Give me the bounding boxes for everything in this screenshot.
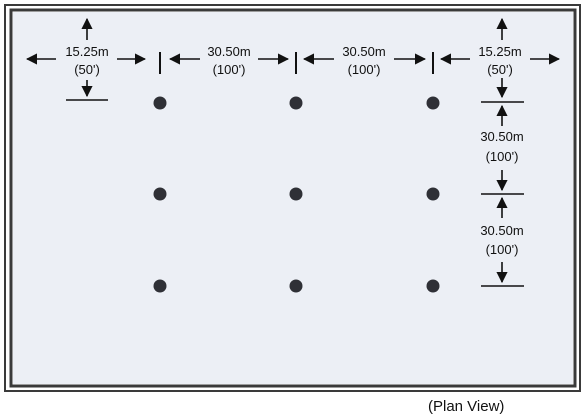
dimension-label-feet: (50') [74, 62, 100, 77]
dimension-edge-top-left: 15.25m (50') [25, 17, 147, 101]
dimension-span-2: 30.50m (100') [302, 44, 427, 77]
dimension-label-feet: (100') [486, 149, 519, 164]
plate-inner-frame [9, 8, 577, 388]
dimension-label-meters: 30.50m [342, 44, 385, 59]
grid-dot [289, 187, 303, 201]
dimension-label-meters: 30.50m [480, 129, 523, 144]
diagram-caption: (Plan View) [428, 398, 504, 415]
dimension-label-feet: (100') [486, 242, 519, 257]
grid-dot [153, 96, 167, 110]
dimension-label-feet: (100') [213, 62, 246, 77]
grid-dot [426, 279, 440, 293]
dimension-row-span-1: 30.50m (100') [480, 104, 524, 192]
grid-dot [289, 279, 303, 293]
dimension-row-span-2: 30.50m (100') [480, 196, 524, 284]
grid-dot [426, 187, 440, 201]
plate-outer-frame [4, 4, 581, 392]
grid-dot [426, 96, 440, 110]
dimension-label-meters: 30.50m [207, 44, 250, 59]
dimension-label-feet: (100') [348, 62, 381, 77]
dot-grid [153, 96, 440, 293]
grid-dot [289, 96, 303, 110]
grid-dot [153, 279, 167, 293]
dimension-label-feet: (50') [487, 62, 513, 77]
dimension-span-1: 30.50m (100') [168, 44, 290, 77]
dimension-label-meters: 15.25m [478, 44, 521, 59]
dimension-label-meters: 30.50m [480, 223, 523, 238]
dimension-edge-top-right: 15.25m (50') [439, 17, 561, 99]
grid-dot [153, 187, 167, 201]
dimension-label-meters: 15.25m [65, 44, 108, 59]
